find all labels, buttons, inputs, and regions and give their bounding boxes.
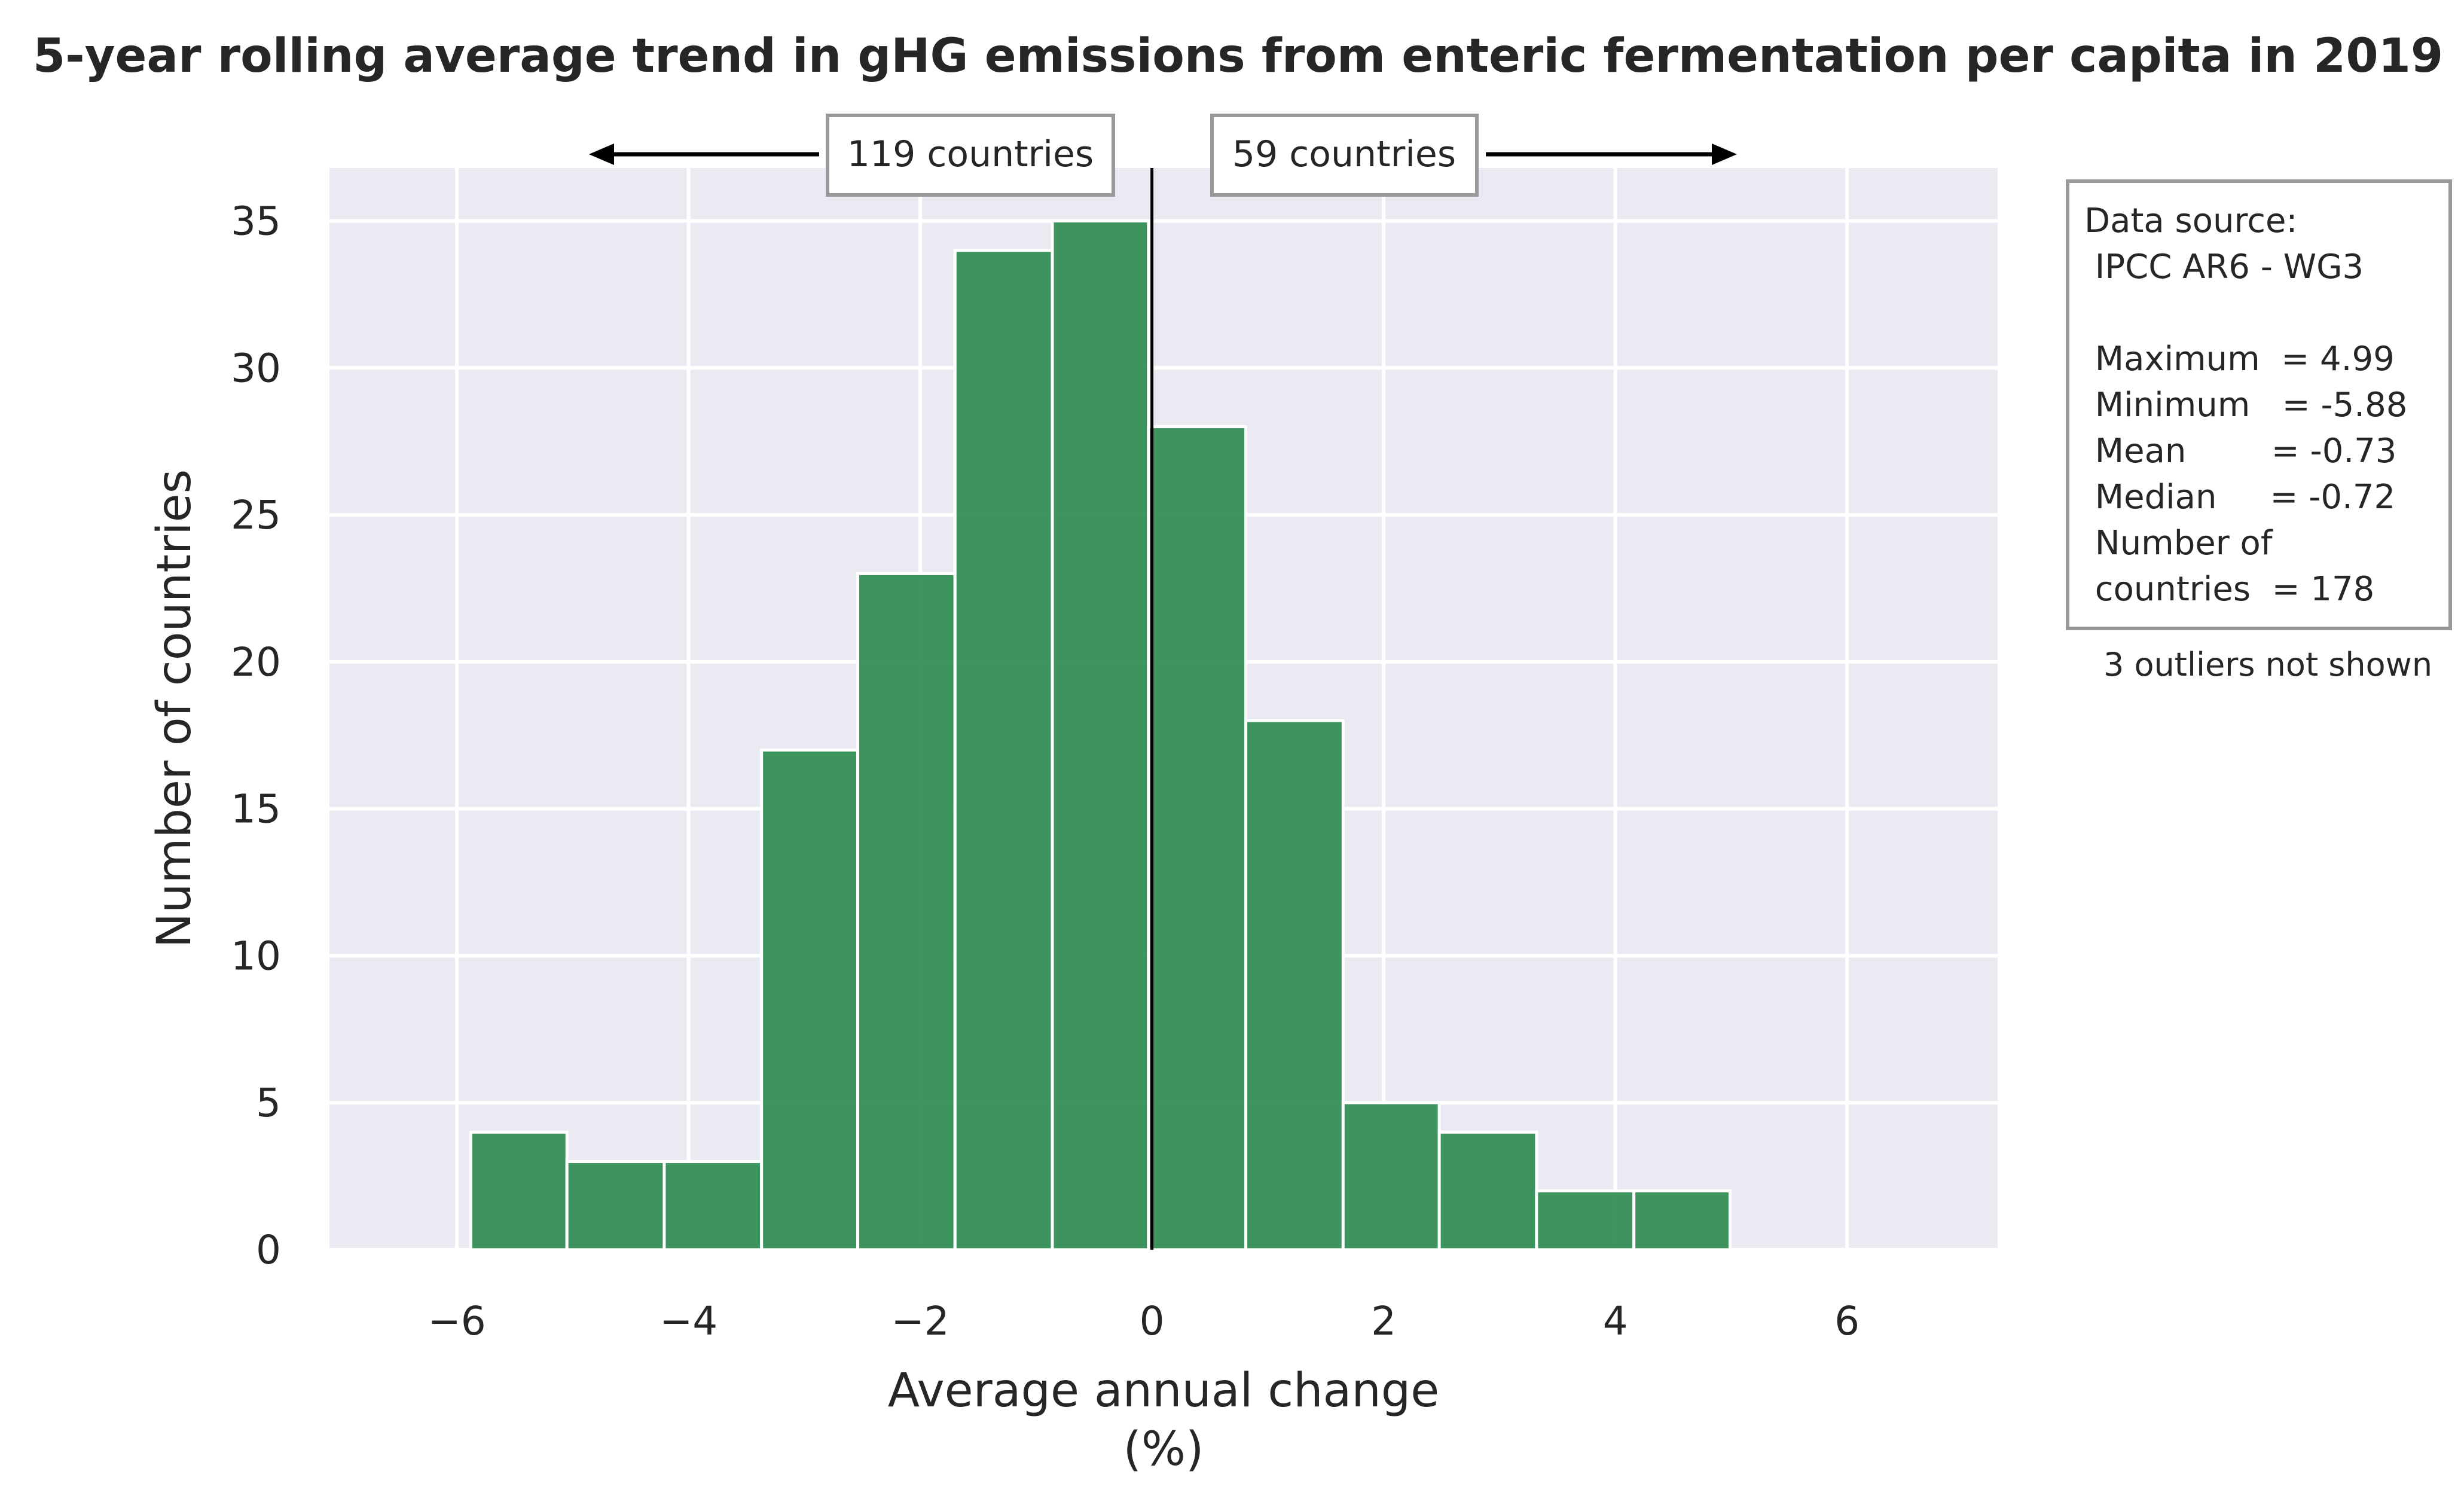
- x-tick-label: −2: [891, 1298, 949, 1344]
- x-tick-label: 6: [1834, 1298, 1860, 1344]
- x-tick-label: 2: [1371, 1298, 1396, 1344]
- x-tick-label: 0: [1140, 1298, 1165, 1344]
- histogram-bar: [856, 572, 957, 1251]
- left-annotation-box: [826, 114, 1115, 197]
- stats-box-lines: Data source: IPCC AR6 - WG3 Maximum = 4.…: [2084, 202, 2407, 609]
- right-count-annotation: 59 countries: [1210, 114, 1737, 197]
- y-tick-label: 5: [256, 1080, 281, 1126]
- histogram-bar: [662, 1160, 764, 1251]
- right-arrowhead: [1712, 144, 1737, 165]
- right-annotation-text: 59 countries: [1232, 133, 1456, 175]
- stats-box-line: Data source:: [2084, 202, 2297, 240]
- y-tick-label: 10: [231, 933, 281, 979]
- stats-box-line: countries = 178: [2084, 570, 2374, 609]
- right-annotation-box: [1210, 114, 1479, 197]
- stats-box-line: Maximum = 4.99: [2084, 340, 2395, 378]
- y-tick-label: 25: [231, 492, 281, 538]
- stats-box-line: Minimum = -5.88: [2084, 386, 2407, 425]
- histogram-bars: [469, 219, 1732, 1251]
- y-axis-label: Number of countries: [148, 469, 201, 948]
- histogram-bar: [1632, 1189, 1732, 1251]
- histogram-bar: [1051, 219, 1150, 1251]
- histogram-bar: [953, 249, 1054, 1251]
- y-tick-label: 30: [231, 345, 281, 391]
- x-axis-label: Average annual change: [888, 1364, 1440, 1418]
- y-tick-label: 35: [231, 198, 281, 244]
- left-annotation-text: 119 countries: [847, 133, 1094, 175]
- histogram-bar: [1244, 719, 1345, 1251]
- stats-box-line: Mean = -0.73: [2084, 432, 2396, 471]
- x-tick-label: −6: [428, 1298, 486, 1344]
- x-tick-label: −4: [659, 1298, 717, 1344]
- stats-box: Data source: IPCC AR6 - WG3 Maximum = 4.…: [2066, 179, 2452, 630]
- histogram-bar: [1147, 425, 1248, 1251]
- stats-box-line: Median = -0.72: [2084, 478, 2395, 517]
- x-tick-labels: −6 −4 −2 0 2 4 6: [428, 1298, 1860, 1344]
- stats-box-line: IPCC AR6 - WG3: [2084, 248, 2364, 286]
- x-axis-label-unit: (%): [1123, 1423, 1204, 1476]
- stats-box-frame: [2066, 179, 2452, 630]
- x-tick-label: 4: [1603, 1298, 1628, 1344]
- histogram-bar: [469, 1130, 569, 1251]
- histogram-bar: [1437, 1130, 1538, 1251]
- left-arrowhead: [589, 144, 614, 165]
- y-tick-label: 15: [231, 786, 281, 832]
- histogram-bar: [1535, 1189, 1636, 1251]
- left-count-annotation: 119 countries: [589, 114, 1115, 197]
- y-tick-label: 0: [256, 1227, 281, 1273]
- stats-box-line: Number of: [2084, 524, 2273, 563]
- chart-title: 5-year rolling average trend in gHG emis…: [33, 29, 2443, 83]
- y-tick-label: 20: [231, 639, 281, 685]
- histogram-bar: [760, 748, 859, 1251]
- histogram-bar: [1341, 1101, 1441, 1251]
- histogram-bar: [565, 1160, 666, 1251]
- outliers-note: 3 outliers not shown: [2103, 646, 2432, 683]
- y-tick-labels: 0 5 10 15 20 25 30 35: [231, 198, 281, 1273]
